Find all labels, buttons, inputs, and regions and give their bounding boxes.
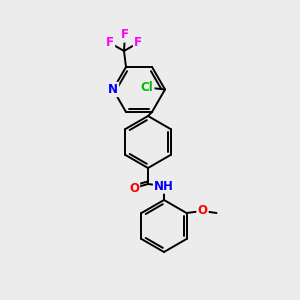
Text: Cl: Cl <box>141 81 153 94</box>
Text: NH: NH <box>154 179 174 193</box>
Text: O: O <box>197 205 208 218</box>
Text: F: F <box>134 37 142 50</box>
Text: O: O <box>129 182 139 194</box>
Text: N: N <box>108 83 118 96</box>
Text: F: F <box>121 28 129 41</box>
Text: F: F <box>106 37 114 50</box>
